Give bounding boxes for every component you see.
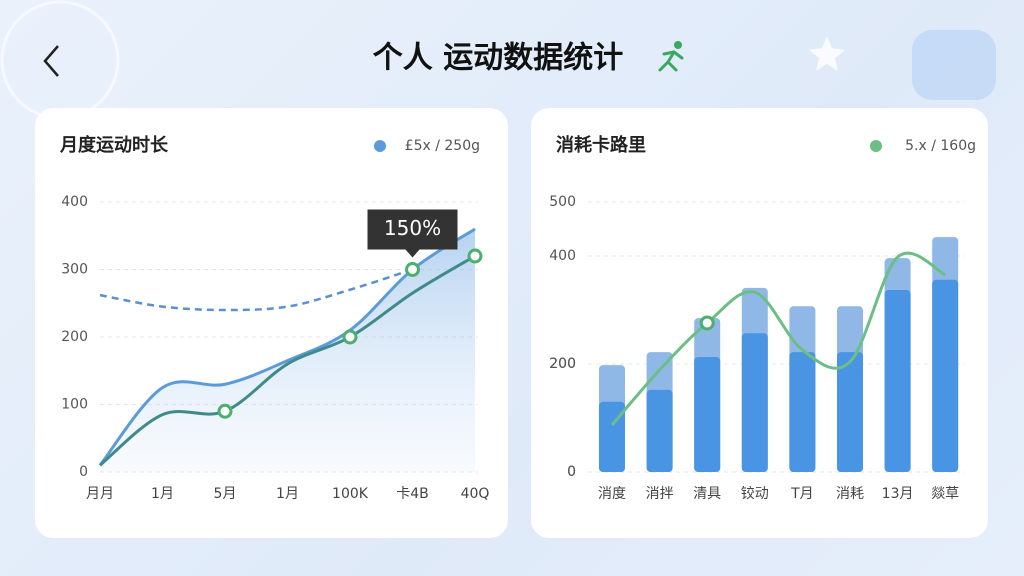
x-tick-label: 100K	[332, 486, 369, 502]
x-tick-label: 清具	[693, 486, 721, 502]
decor	[0, 0, 120, 120]
back-button[interactable]	[43, 45, 59, 77]
y-tick-label: 200	[61, 329, 88, 345]
bar	[646, 389, 673, 472]
x-tick-label: 卡4B	[396, 486, 429, 502]
y-tick-label: 500	[549, 194, 576, 210]
y-tick-label: 100	[61, 397, 88, 413]
x-tick-label: 13月	[882, 486, 914, 502]
x-tick-label: 燚草	[931, 486, 959, 502]
decor-star	[809, 36, 845, 71]
x-tick-label: 5月	[214, 486, 237, 502]
card-title: 月度运动时长	[59, 134, 169, 156]
legend-label: £5x / 250g	[405, 138, 480, 154]
y-tick-label: 400	[549, 248, 576, 264]
y-tick-label: 400	[61, 194, 88, 210]
legend-label: 5.x / 160g	[905, 138, 976, 154]
point-marker	[699, 315, 715, 331]
legend-dot	[374, 140, 386, 152]
x-tick-label: T月	[790, 486, 814, 502]
decor-bubble	[912, 30, 996, 100]
tooltip	[367, 209, 458, 258]
x-tick-label: 消拌	[646, 486, 674, 502]
x-tick-label: 消耗	[836, 486, 864, 502]
bar	[741, 333, 768, 472]
point-marker	[217, 403, 233, 419]
x-tick-label: 铰动	[741, 486, 769, 502]
bar	[932, 279, 959, 472]
x-tick-label: 1月	[276, 486, 299, 502]
bar	[789, 352, 816, 472]
y-tick-label: 0	[567, 464, 576, 480]
bar	[884, 290, 911, 472]
point-marker	[342, 329, 358, 345]
line-series	[610, 251, 946, 427]
x-tick-label: 40Q	[461, 486, 490, 502]
legend-dot	[870, 140, 882, 152]
y-tick-label: 0	[567, 464, 576, 480]
x-tick-label: 消度	[598, 486, 626, 502]
point-marker	[467, 248, 483, 264]
y-tick-label: 300	[61, 262, 88, 278]
y-tick-label: 200	[549, 356, 576, 372]
runner-icon	[658, 41, 684, 72]
bar	[837, 352, 863, 472]
y-tick-label: 200	[549, 356, 576, 372]
point-marker	[405, 262, 420, 277]
x-tick-label: 月月	[86, 486, 114, 502]
bar	[694, 356, 721, 472]
card-title: 消耗卡路里	[556, 134, 646, 156]
annotation: 150%	[384, 216, 441, 240]
line-series	[99, 254, 476, 467]
page-title: 个人 运动数据统计	[373, 41, 623, 76]
y-tick-label: 0	[79, 464, 88, 480]
x-tick-label: 1月	[151, 486, 174, 502]
dashed-series	[99, 268, 413, 312]
